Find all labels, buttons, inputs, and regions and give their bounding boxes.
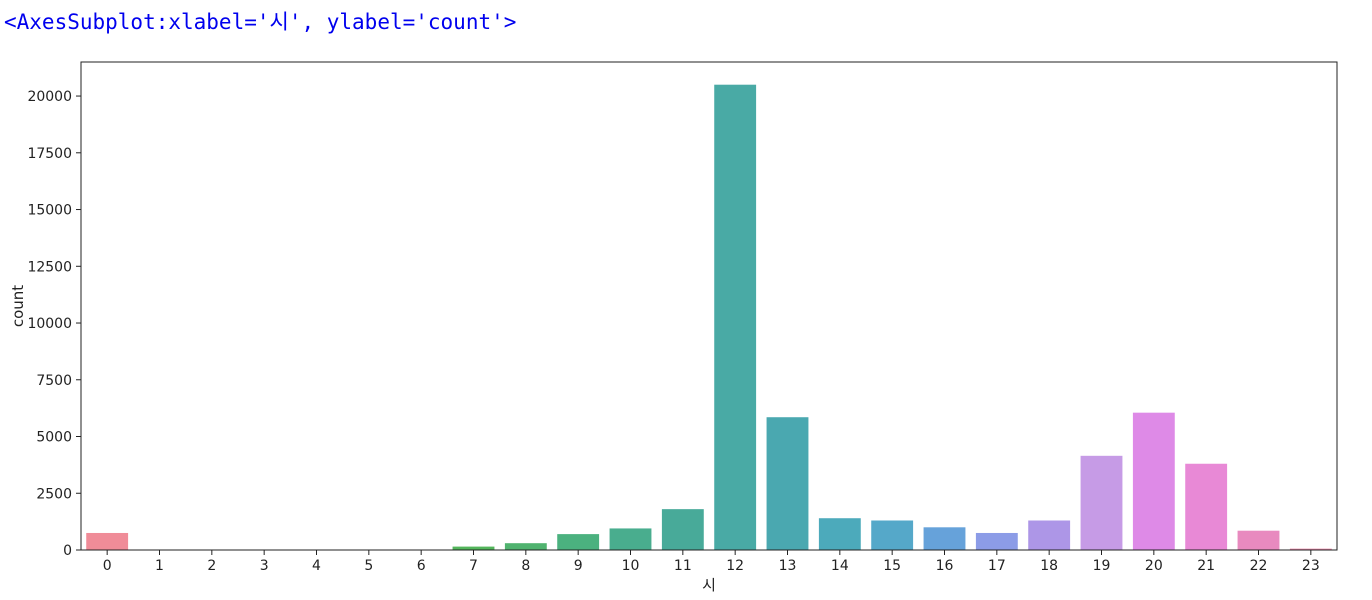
x-tick-label: 22	[1250, 558, 1268, 574]
x-tick-label: 0	[103, 558, 112, 574]
x-tick-label: 21	[1197, 558, 1215, 574]
y-tick-label: 12500	[27, 259, 72, 275]
x-tick-label: 17	[988, 558, 1006, 574]
bar-18	[1028, 520, 1071, 550]
y-axis-label: count	[9, 285, 27, 327]
y-tick-label: 20000	[27, 89, 72, 105]
bar-21	[1185, 463, 1228, 550]
x-tick-label: 14	[831, 558, 849, 574]
bar-12	[714, 84, 757, 550]
x-tick-label: 12	[726, 558, 744, 574]
bar-22	[1237, 530, 1280, 550]
x-tick-label: 8	[521, 558, 530, 574]
x-tick-label: 20	[1145, 558, 1163, 574]
x-tick-label: 1	[155, 558, 164, 574]
y-tick-label: 0	[63, 543, 72, 559]
y-tick-label: 2500	[36, 486, 72, 502]
y-tick-label: 10000	[27, 316, 72, 332]
axes-frame	[80, 61, 1338, 551]
x-tick-label: 23	[1302, 558, 1320, 574]
x-tick-label: 11	[674, 558, 692, 574]
y-tick-label: 7500	[36, 373, 72, 389]
x-tick-label: 6	[417, 558, 426, 574]
bars-group	[86, 84, 1332, 550]
y-tick-label: 15000	[27, 203, 72, 219]
bar-23	[1289, 548, 1332, 550]
bar-14	[818, 518, 861, 550]
bar-9	[557, 534, 600, 550]
x-tick-label: 9	[574, 558, 583, 574]
x-axis-label: 시	[702, 576, 716, 594]
bar-15	[871, 520, 914, 550]
x-tick-label: 3	[260, 558, 269, 574]
x-tick-label: 15	[883, 558, 901, 574]
x-tick-label: 4	[312, 558, 321, 574]
x-axis-ticks: 0 1 2 3 4 5 6 7 8 9 10 11 12 13 14 15 16 17 18 19 20 21 22 23	[103, 550, 1320, 574]
output-repr-text: <AxesSubplot:xlabel='시', ylabel='count'>	[4, 10, 517, 34]
x-tick-label: 16	[936, 558, 954, 574]
y-axis-ticks: 0 2500 5000 7500 10000 12500 15000 17500 20000	[27, 89, 81, 559]
bar-13	[766, 417, 809, 550]
bar-11	[661, 509, 704, 550]
bar-0	[86, 532, 129, 550]
x-tick-label: 10	[622, 558, 640, 574]
x-tick-label: 13	[779, 558, 797, 574]
x-tick-label: 2	[207, 558, 216, 574]
y-tick-label: 5000	[36, 430, 72, 446]
bar-8	[504, 543, 547, 550]
x-tick-label: 5	[364, 558, 373, 574]
bar-10	[609, 528, 652, 550]
x-tick-label: 19	[1093, 558, 1111, 574]
x-tick-label: 18	[1040, 558, 1058, 574]
x-tick-label: 7	[469, 558, 478, 574]
bar-17	[975, 532, 1018, 550]
y-tick-label: 17500	[27, 146, 72, 162]
bar-19	[1080, 455, 1123, 550]
bar-16	[923, 527, 966, 550]
bar-7	[452, 546, 495, 550]
bar-20	[1132, 412, 1175, 550]
